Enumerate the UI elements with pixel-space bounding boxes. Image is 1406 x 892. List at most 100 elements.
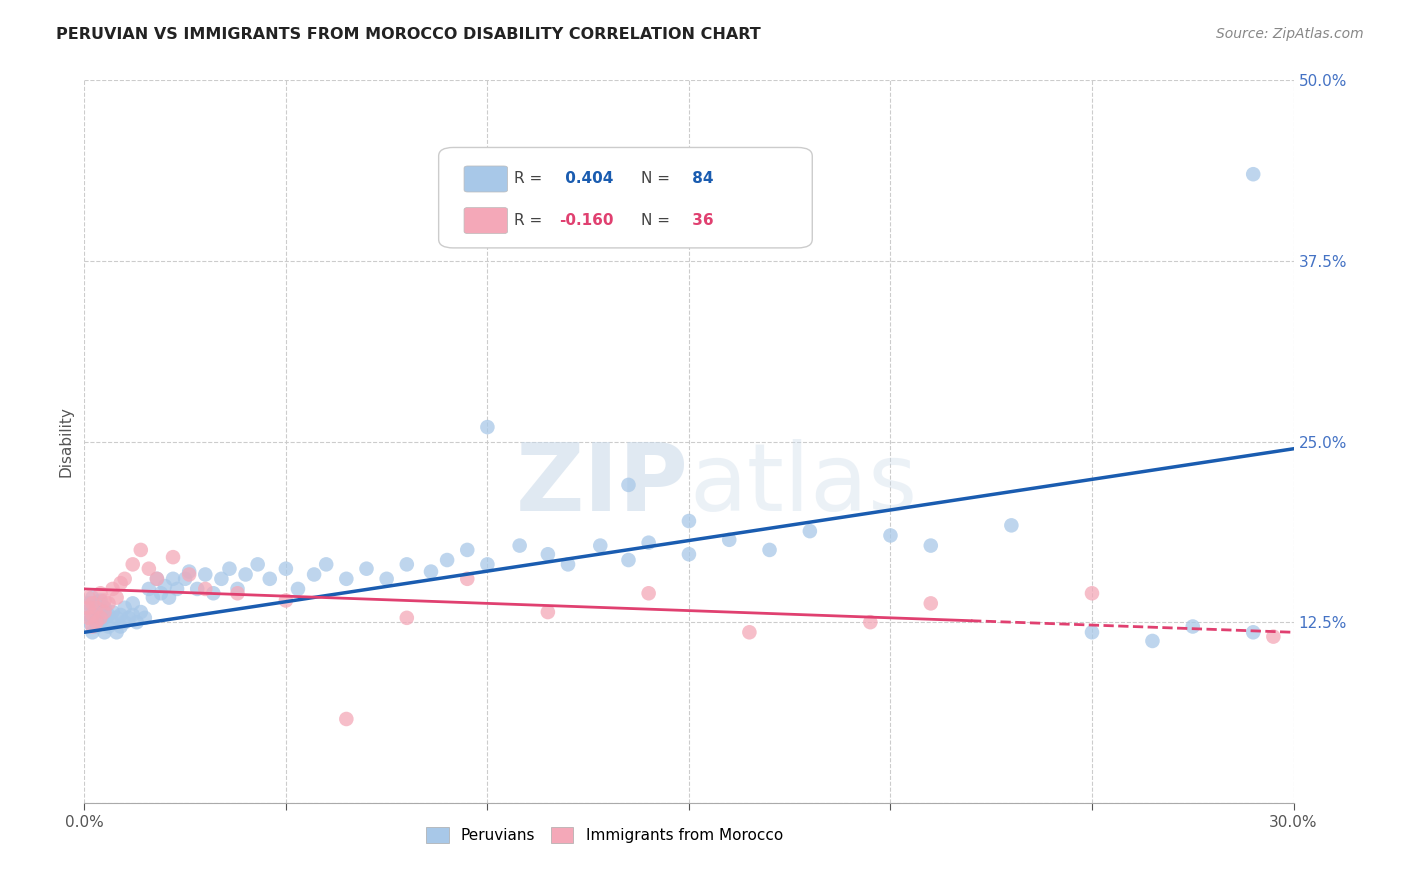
Point xyxy=(335,572,357,586)
Legend: Peruvians, Immigrants from Morocco: Peruvians, Immigrants from Morocco xyxy=(419,822,789,849)
Point xyxy=(101,582,124,596)
FancyBboxPatch shape xyxy=(439,147,813,248)
Point xyxy=(82,611,104,625)
Point xyxy=(537,547,560,561)
Text: N =: N = xyxy=(641,213,675,228)
Point xyxy=(93,593,115,607)
Point xyxy=(589,539,612,553)
Point xyxy=(1263,630,1285,644)
Point xyxy=(456,542,478,557)
Point xyxy=(557,558,579,572)
Point xyxy=(879,528,901,542)
Point xyxy=(93,611,115,625)
Text: 84: 84 xyxy=(686,171,713,186)
Point xyxy=(89,586,111,600)
Point xyxy=(105,611,128,625)
Point xyxy=(174,572,197,586)
Point xyxy=(1241,167,1264,181)
Point xyxy=(209,572,232,586)
Point xyxy=(149,586,172,600)
Point xyxy=(920,596,942,610)
Point xyxy=(477,420,499,434)
Point xyxy=(537,605,560,619)
Point xyxy=(920,539,942,553)
Point xyxy=(86,619,108,633)
Point xyxy=(138,562,160,576)
Text: Source: ZipAtlas.com: Source: ZipAtlas.com xyxy=(1216,27,1364,41)
Point xyxy=(125,615,148,630)
Point xyxy=(456,572,478,586)
Point xyxy=(118,611,141,625)
Point xyxy=(226,582,249,596)
Point xyxy=(121,596,143,610)
Point xyxy=(1000,518,1022,533)
Text: 36: 36 xyxy=(686,213,713,228)
Point xyxy=(179,565,201,579)
Point xyxy=(134,611,156,625)
Point xyxy=(146,572,169,586)
Point xyxy=(105,591,128,605)
Point xyxy=(274,593,297,607)
Point xyxy=(77,591,100,605)
Point xyxy=(235,567,257,582)
Point xyxy=(738,625,761,640)
Text: PERUVIAN VS IMMIGRANTS FROM MOROCCO DISABILITY CORRELATION CHART: PERUVIAN VS IMMIGRANTS FROM MOROCCO DISA… xyxy=(56,27,761,42)
Point xyxy=(93,625,115,640)
Point xyxy=(718,533,741,547)
Point xyxy=(375,572,398,586)
Point xyxy=(86,600,108,615)
Text: 0.404: 0.404 xyxy=(560,171,613,186)
Point xyxy=(420,565,443,579)
Point xyxy=(146,572,169,586)
Point xyxy=(82,607,104,622)
Point xyxy=(287,582,309,596)
Text: R =: R = xyxy=(513,171,547,186)
Point xyxy=(89,615,111,630)
Point xyxy=(395,611,418,625)
Point xyxy=(101,615,124,630)
Point xyxy=(678,547,700,561)
Point xyxy=(114,615,136,630)
Point xyxy=(758,542,780,557)
Point xyxy=(89,611,111,625)
Point xyxy=(678,514,700,528)
Point xyxy=(1241,625,1264,640)
Point xyxy=(226,586,249,600)
Point xyxy=(142,591,165,605)
Point xyxy=(110,607,132,622)
Point xyxy=(82,591,104,605)
Point xyxy=(194,567,217,582)
Point xyxy=(93,605,115,619)
Point xyxy=(218,562,240,576)
Point xyxy=(259,572,281,586)
Point xyxy=(77,611,100,625)
Text: N =: N = xyxy=(641,171,675,186)
Point xyxy=(82,619,104,633)
Point xyxy=(121,607,143,622)
Point xyxy=(77,615,100,630)
Point xyxy=(617,553,640,567)
Point xyxy=(86,607,108,622)
Point xyxy=(89,593,111,607)
Point xyxy=(157,591,180,605)
Point xyxy=(110,576,132,591)
Point xyxy=(129,542,152,557)
Point xyxy=(179,567,201,582)
Point xyxy=(617,478,640,492)
Point xyxy=(121,558,143,572)
Point xyxy=(274,562,297,576)
Point xyxy=(477,558,499,572)
Point xyxy=(77,600,100,615)
Point xyxy=(82,596,104,610)
Point xyxy=(1142,634,1164,648)
Y-axis label: Disability: Disability xyxy=(58,406,73,477)
Point xyxy=(637,586,659,600)
Point xyxy=(105,625,128,640)
Point xyxy=(315,558,337,572)
Point xyxy=(637,535,659,549)
Point xyxy=(1081,586,1104,600)
Point xyxy=(302,567,325,582)
Point xyxy=(162,572,184,586)
Point xyxy=(859,615,882,630)
Point xyxy=(335,712,357,726)
